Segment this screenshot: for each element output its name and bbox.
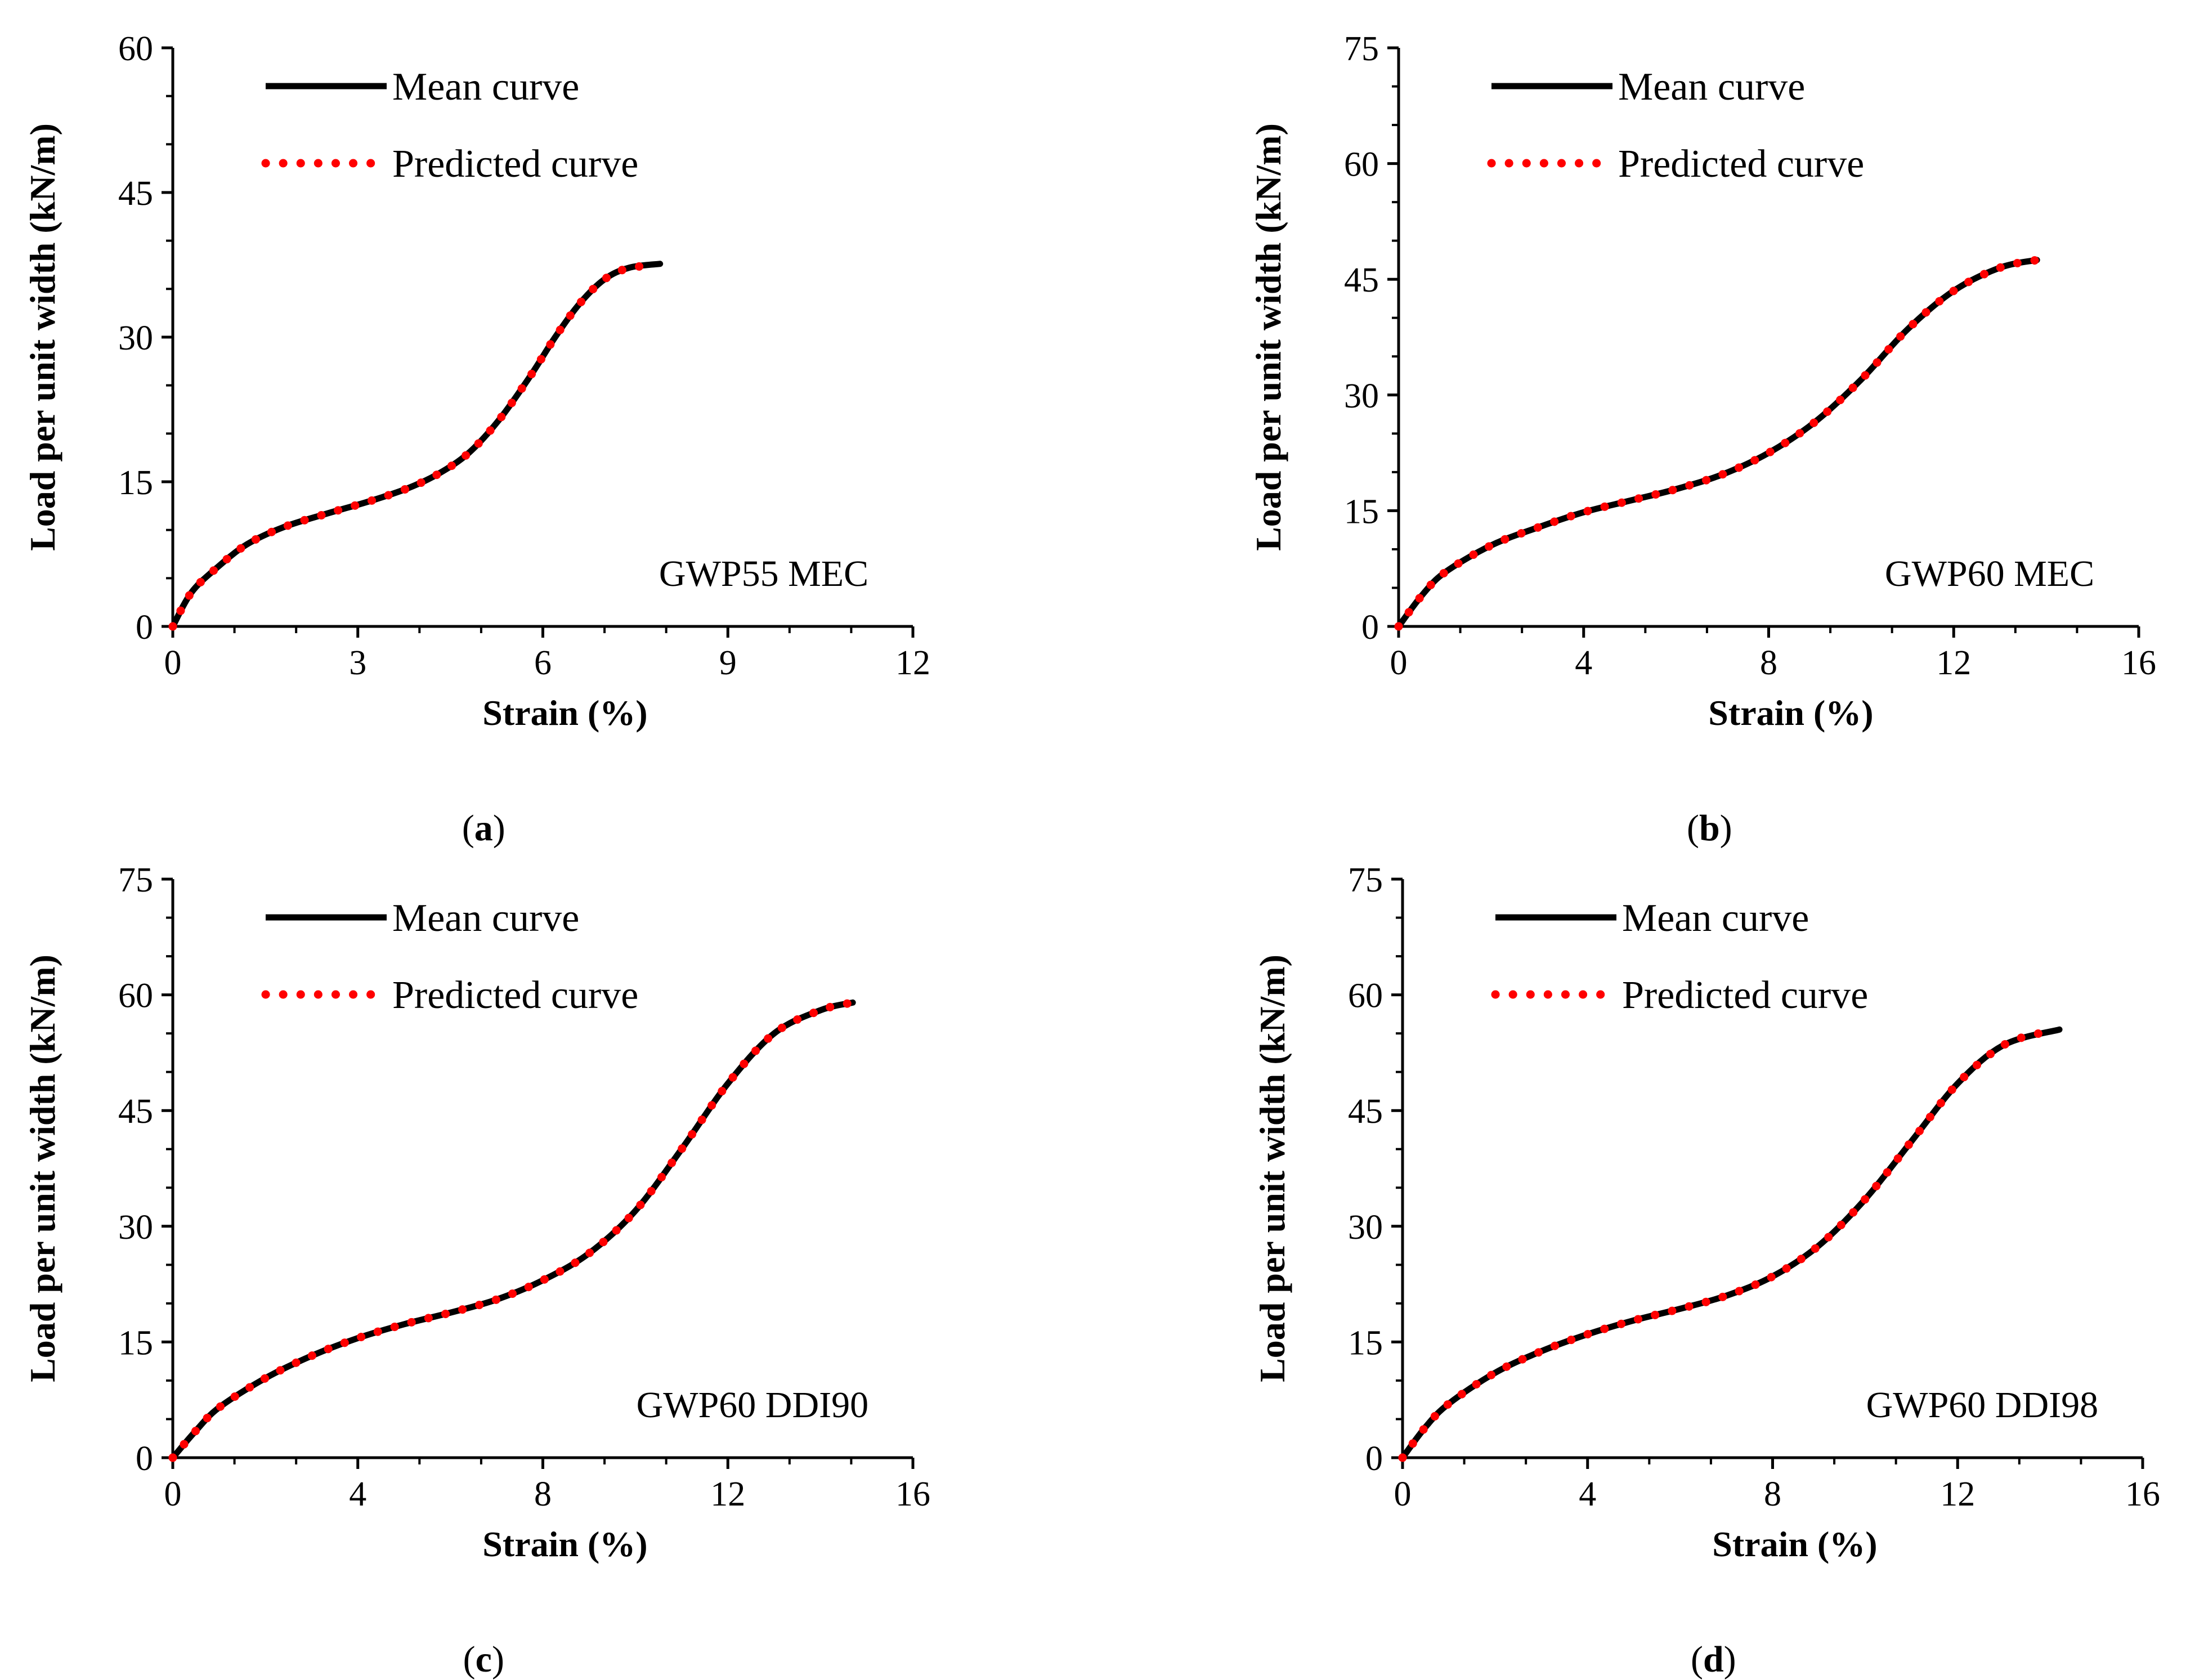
x-tick-label: 4 — [349, 1475, 366, 1513]
y-tick-label: 45 — [1344, 261, 1379, 299]
panel-label: (d) — [1691, 1639, 1736, 1680]
y-tick-label: 30 — [118, 319, 153, 357]
x-axis-title: Strain (%) — [1708, 693, 1873, 733]
panel-label: (b) — [1687, 808, 1732, 849]
y-tick-label: 30 — [1348, 1208, 1383, 1247]
y-tick-label: 60 — [1348, 977, 1383, 1015]
x-tick-label: 16 — [2121, 644, 2156, 682]
x-tick-label: 3 — [349, 644, 366, 682]
y-tick-label: 15 — [118, 1324, 153, 1362]
x-tick-label: 0 — [1394, 1475, 1412, 1513]
panel-c: 0 15 30 45 60 75 0 4 8 12 16 Strain (%) Load per uni… — [23, 861, 930, 1680]
y-tick-label: 60 — [118, 30, 153, 68]
legend-label: Mean curve — [392, 897, 579, 940]
panel-label: (c) — [463, 1639, 504, 1680]
y-tick-label: 45 — [118, 1092, 153, 1131]
y-tick-label: 0 — [1365, 1440, 1383, 1478]
legend-label: Predicted curve — [392, 974, 638, 1017]
specimen-annotation: GWP60 MEC — [1885, 553, 2094, 594]
x-tick-label: 9 — [719, 644, 737, 682]
x-tick-label: 12 — [1940, 1475, 1975, 1513]
y-axis-title: Load per unit width (kN/m) — [23, 123, 62, 551]
specimen-annotation: GWP55 MEC — [659, 553, 868, 594]
panel-label: (a) — [462, 808, 505, 849]
series-line-mean — [169, 261, 664, 630]
y-tick-label: 0 — [136, 1440, 153, 1478]
x-tick-label: 12 — [1936, 644, 1971, 682]
x-tick-label: 0 — [164, 1475, 182, 1513]
specimen-annotation: GWP60 DDI90 — [637, 1385, 868, 1426]
legend-label: Predicted curve — [1622, 974, 1868, 1017]
panel-b: 0 15 30 45 60 75 0 4 8 12 16 Strain (%) Load per uni… — [1248, 30, 2156, 849]
legend-label: Mean curve — [1622, 897, 1809, 940]
legend-label: Predicted curve — [1618, 142, 1864, 186]
legend-label: Mean curve — [1618, 65, 1805, 109]
series-line-predicted — [168, 262, 652, 631]
x-tick-label: 6 — [534, 644, 552, 682]
y-tick-label: 60 — [118, 977, 153, 1015]
x-axis-title: Strain (%) — [482, 693, 647, 733]
y-tick-label: 45 — [1348, 1092, 1383, 1131]
y-tick-label: 30 — [1344, 377, 1379, 415]
x-tick-label: 0 — [1390, 644, 1408, 682]
series-line-predicted — [1394, 256, 2041, 631]
x-tick-label: 16 — [895, 1475, 930, 1513]
y-tick-label: 0 — [1361, 608, 1379, 647]
x-tick-label: 8 — [534, 1475, 552, 1513]
y-tick-label: 15 — [118, 464, 153, 502]
x-tick-label: 0 — [164, 644, 182, 682]
y-tick-label: 15 — [1344, 492, 1379, 531]
x-tick-label: 4 — [1575, 644, 1592, 682]
y-tick-label: 45 — [118, 174, 153, 213]
y-tick-label: 0 — [136, 608, 153, 647]
x-tick-label: 12 — [710, 1475, 745, 1513]
x-axis-title: Strain (%) — [482, 1524, 647, 1564]
x-tick-label: 16 — [2125, 1475, 2160, 1513]
legend-label: Predicted curve — [392, 142, 638, 186]
y-tick-label: 30 — [118, 1208, 153, 1247]
y-tick-label: 75 — [1348, 861, 1383, 899]
legend-label: Mean curve — [392, 65, 579, 109]
x-tick-label: 8 — [1760, 644, 1777, 682]
y-tick-label: 60 — [1344, 146, 1379, 184]
y-axis-title: Load per unit width (kN/m) — [1252, 955, 1292, 1382]
y-tick-label: 15 — [1348, 1324, 1383, 1362]
series-line-predicted — [1398, 1027, 2050, 1462]
y-tick-label: 75 — [118, 861, 153, 899]
panel-a: 0 15 30 45 60 0 3 6 9 12 Strain (%) Load per unit w… — [23, 30, 930, 849]
x-tick-label: 12 — [895, 644, 930, 682]
series-line-predicted — [168, 998, 857, 1462]
y-tick-label: 75 — [1344, 30, 1379, 68]
x-tick-label: 4 — [1579, 1475, 1596, 1513]
y-axis-title: Load per unit width (kN/m) — [23, 955, 62, 1382]
specimen-annotation: GWP60 DDI98 — [1866, 1385, 2098, 1426]
y-axis-title: Load per unit width (kN/m) — [1248, 123, 1288, 551]
x-axis-title: Strain (%) — [1712, 1524, 1877, 1564]
x-tick-label: 8 — [1764, 1475, 1781, 1513]
panel-d: 0 15 30 45 60 75 0 4 8 12 16 Strain (%) Load per uni… — [1252, 861, 2160, 1680]
